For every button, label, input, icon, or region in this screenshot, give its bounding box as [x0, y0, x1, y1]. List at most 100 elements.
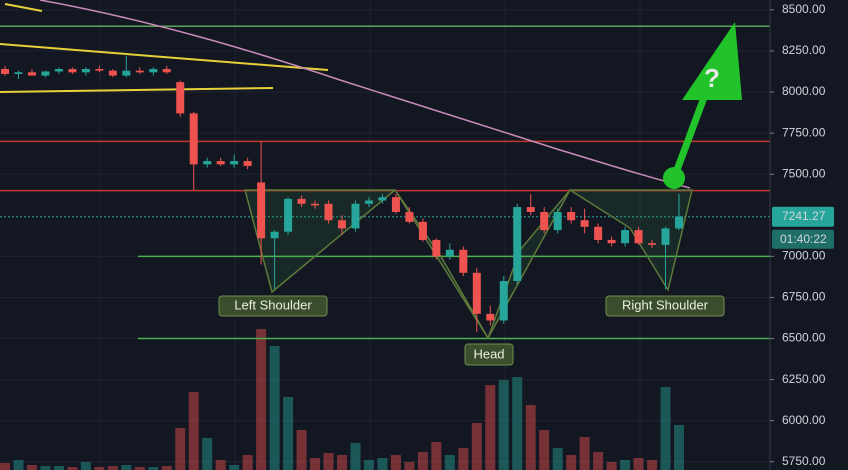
candle-body [41, 71, 50, 76]
candles-layer [1, 55, 683, 332]
volume-bar [525, 405, 536, 470]
annotation: Right Shoulder [622, 297, 709, 312]
candle-body [567, 211, 576, 221]
volume-bar [242, 455, 253, 470]
candle-body [243, 161, 252, 166]
volume-bar [444, 455, 455, 470]
candle-body [405, 211, 414, 222]
last-price-tag [772, 206, 834, 227]
arrow-head [682, 22, 742, 100]
volume-bar [337, 455, 347, 470]
candle-body [270, 231, 279, 239]
candle-body [432, 239, 441, 257]
candle-body [378, 197, 387, 201]
y-tick-label: 8500.00 [782, 2, 826, 16]
volume-bar [579, 437, 590, 470]
volume-bar [350, 443, 361, 470]
candle-body [311, 203, 320, 206]
volume-bar [485, 385, 496, 470]
volume-bar [674, 425, 684, 470]
volume-bar [13, 460, 24, 470]
volume-bar [215, 460, 226, 470]
volume-bar [390, 455, 401, 470]
candle-body [216, 161, 225, 165]
annotation-box [605, 295, 725, 317]
volume-bar [134, 467, 145, 470]
volume-bar [53, 466, 64, 470]
y-tick-label: 7750.00 [782, 125, 826, 139]
candle-body [634, 230, 643, 244]
trend-line [0, 43, 329, 71]
arrow-origin [663, 167, 685, 189]
candle-body [176, 82, 185, 114]
candle-body [1, 69, 9, 74]
candle-body [418, 221, 427, 240]
volume-bar [377, 458, 388, 470]
candle-body [284, 198, 293, 232]
volume-bar [431, 442, 442, 470]
candle-body [526, 207, 535, 212]
volume-bar [107, 466, 118, 470]
y-tick-label: 6750.00 [782, 290, 826, 304]
y-tick-label: 5750.00 [782, 454, 826, 468]
volume-bar [26, 465, 37, 470]
candle-body [162, 69, 171, 73]
trend-line [0, 87, 274, 93]
candle-body [553, 211, 562, 231]
volume-bar [161, 466, 172, 470]
price-axis: 8500.00 8250.00 8000.00 7750.00 7500.00 7000.… [769, 0, 848, 470]
volume-bar [498, 380, 509, 470]
candle-body [108, 70, 117, 76]
annotation-box [218, 295, 328, 317]
candle-body [661, 228, 670, 245]
volume-bar [458, 448, 469, 470]
y-tick-label: 8000.00 [782, 84, 826, 98]
candle-body [540, 211, 549, 231]
volume-bar [512, 377, 523, 470]
candle-body [14, 72, 23, 74]
candle-body [594, 226, 603, 240]
volume-layer [0, 329, 684, 470]
candle-body [135, 70, 144, 73]
candle-body [122, 70, 131, 76]
last-price-label: 7241.27 [782, 209, 826, 223]
volume-bar [148, 467, 159, 470]
volume-bar [647, 460, 658, 470]
volume-bar [202, 438, 213, 470]
volume-bar [323, 453, 334, 470]
candle-body [364, 200, 373, 204]
candle-body [607, 239, 616, 244]
volume-bar [121, 465, 132, 470]
candle-body [203, 161, 212, 165]
volume-bar [471, 423, 482, 470]
volume-bar [363, 460, 374, 470]
candle-body [486, 313, 495, 321]
candle-body [675, 216, 683, 229]
candle-body [230, 161, 239, 165]
candle-body [297, 198, 306, 204]
candle-body [648, 243, 657, 245]
volume-bar [660, 387, 671, 470]
annotation: Head [473, 346, 504, 361]
volume-bar [188, 392, 199, 470]
trend-line [4, 3, 43, 12]
volume-bar [269, 346, 280, 470]
candle-body [499, 281, 508, 321]
y-tick-label: 6250.00 [782, 372, 826, 386]
volume-bar [175, 428, 186, 470]
y-tick-label: 8250.00 [782, 43, 826, 57]
candle-body [445, 249, 454, 257]
volume-bar [67, 467, 78, 470]
volume-bar [417, 452, 428, 470]
volume-bar [404, 462, 415, 470]
candle-body [621, 230, 630, 244]
candle-body [149, 69, 158, 73]
y-tick-label: 6000.00 [782, 413, 826, 427]
volume-bar [296, 430, 307, 470]
volume-bar [283, 397, 294, 470]
volume-bar [40, 466, 51, 470]
annotation-box [464, 343, 514, 366]
y-tick-label: 6500.00 [782, 331, 826, 345]
volume-bar [552, 448, 563, 470]
